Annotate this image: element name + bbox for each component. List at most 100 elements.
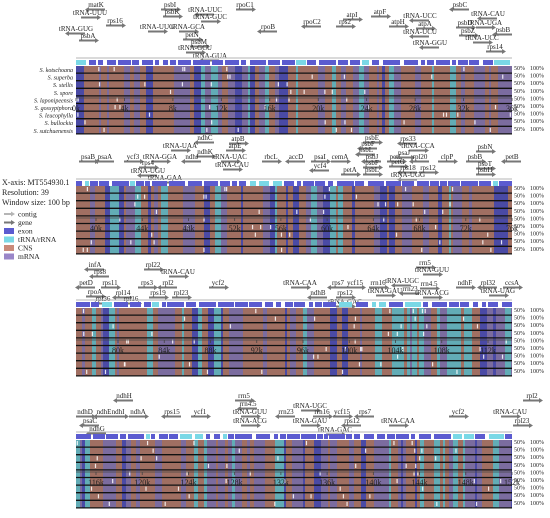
conservation-stripe bbox=[105, 186, 110, 255]
conservation-stripe bbox=[342, 308, 348, 377]
conservation-stripe bbox=[431, 308, 437, 377]
identity-dip bbox=[130, 240, 132, 245]
exon-block bbox=[436, 60, 450, 65]
gene-label: psbF bbox=[365, 159, 379, 167]
pct-100-label: 100% bbox=[530, 470, 544, 476]
gene-arrow-head bbox=[164, 29, 168, 34]
gene-arrow-head bbox=[435, 170, 439, 175]
gene-label: ycf15 bbox=[347, 279, 363, 287]
pct-50-label: 50% bbox=[514, 331, 525, 337]
conservation-stripe bbox=[265, 440, 268, 509]
gene-label: psbC bbox=[453, 1, 468, 9]
gene-arrow-head bbox=[327, 159, 331, 164]
gene-arrow-head bbox=[399, 291, 403, 296]
conservation-stripe bbox=[263, 186, 270, 255]
exon-block bbox=[346, 434, 352, 439]
gene-arrow-head bbox=[112, 295, 116, 300]
gene-label: rps14 bbox=[487, 43, 503, 51]
gene-arrow-head bbox=[519, 285, 523, 290]
conservation-stripe bbox=[405, 186, 412, 255]
gene-arrow-head bbox=[409, 34, 413, 39]
conservation-stripe bbox=[317, 186, 323, 255]
x-tick-label: 144k bbox=[412, 478, 428, 487]
identity-dip bbox=[249, 471, 251, 476]
gene-arrow-head bbox=[411, 155, 415, 160]
conservation-stripe bbox=[170, 186, 173, 255]
exon-block bbox=[296, 60, 306, 65]
conservation-stripe bbox=[475, 440, 477, 509]
exon-block bbox=[448, 181, 460, 186]
gene-arrow-head bbox=[409, 18, 413, 23]
conservation-stripe bbox=[241, 186, 243, 255]
gene-arrow-head bbox=[257, 29, 261, 34]
gene-arrow-head bbox=[257, 423, 261, 428]
identity-dip bbox=[341, 369, 344, 374]
conservation-stripe bbox=[366, 440, 368, 509]
x-tick-label: 72k bbox=[460, 224, 472, 233]
conservation-stripe bbox=[237, 186, 241, 255]
exon-block bbox=[106, 434, 118, 439]
conservation-stripe bbox=[440, 440, 443, 509]
identity-dip bbox=[451, 187, 454, 192]
conservation-stripe bbox=[243, 186, 246, 255]
conservation-stripe bbox=[194, 440, 198, 509]
exon-block bbox=[220, 181, 230, 186]
species-label: S. leucophylla bbox=[39, 114, 73, 120]
gene-label: tRNA-CAU bbox=[471, 10, 505, 18]
gene-arrow-head bbox=[349, 414, 353, 419]
conservation-stripe bbox=[374, 440, 379, 509]
exon-block bbox=[241, 60, 246, 65]
pct-50-label: 50% bbox=[514, 455, 525, 461]
gene-label: psaA bbox=[98, 153, 112, 161]
gene-label: psaC bbox=[83, 417, 97, 425]
conservation-stripe bbox=[445, 66, 450, 135]
gene-label: rps19 bbox=[150, 289, 166, 297]
exon-block bbox=[163, 60, 168, 65]
pct-50-label: 50% bbox=[514, 186, 525, 192]
conservation-stripe bbox=[259, 66, 265, 135]
gene-arrow-head bbox=[242, 148, 246, 153]
gene-label: rps4 bbox=[142, 159, 155, 167]
conservation-stripe bbox=[455, 186, 457, 255]
conservation-stripe bbox=[154, 186, 158, 255]
identity-dip bbox=[335, 127, 337, 132]
identity-dip bbox=[325, 347, 327, 352]
pct-100-label: 100% bbox=[530, 308, 544, 314]
identity-dip bbox=[226, 463, 228, 468]
identity-dip bbox=[108, 501, 110, 506]
gene-arrow-head bbox=[327, 285, 331, 290]
identity-dip bbox=[313, 316, 316, 321]
gene-label: psaI bbox=[314, 153, 326, 161]
gene-arrow-head bbox=[472, 25, 476, 30]
identity-dip bbox=[343, 74, 346, 79]
conservation-stripe bbox=[472, 186, 476, 255]
gene-label: tRNA-GGA bbox=[143, 153, 177, 161]
pct-100-label: 100% bbox=[530, 112, 544, 118]
conservation-stripe bbox=[127, 308, 134, 377]
legend-item-label: mRNA bbox=[18, 252, 40, 261]
exon-block bbox=[419, 434, 431, 439]
x-tick-label: 28k bbox=[409, 104, 421, 113]
gene-arrow-head bbox=[137, 173, 141, 178]
pct-100-label: 100% bbox=[530, 361, 544, 367]
gene-label: psbN bbox=[478, 143, 493, 151]
identity-dip bbox=[172, 339, 174, 344]
exon-block bbox=[383, 60, 400, 65]
identity-dip bbox=[342, 494, 345, 499]
conservation-stripe bbox=[429, 186, 431, 255]
identity-dip bbox=[365, 448, 367, 453]
conservation-stripe bbox=[417, 308, 419, 377]
conservation-stripe bbox=[223, 308, 229, 377]
conservation-stripe bbox=[303, 440, 305, 509]
conservation-stripe bbox=[286, 186, 288, 255]
gene-arrow-head bbox=[102, 294, 106, 299]
identity-dip bbox=[303, 89, 305, 94]
x-tick-label: 8k bbox=[169, 104, 177, 113]
gene-arrow-head bbox=[245, 141, 249, 146]
identity-dip bbox=[361, 347, 363, 352]
conservation-stripe bbox=[426, 186, 429, 255]
identity-dip bbox=[275, 97, 278, 102]
identity-dip bbox=[86, 187, 88, 192]
